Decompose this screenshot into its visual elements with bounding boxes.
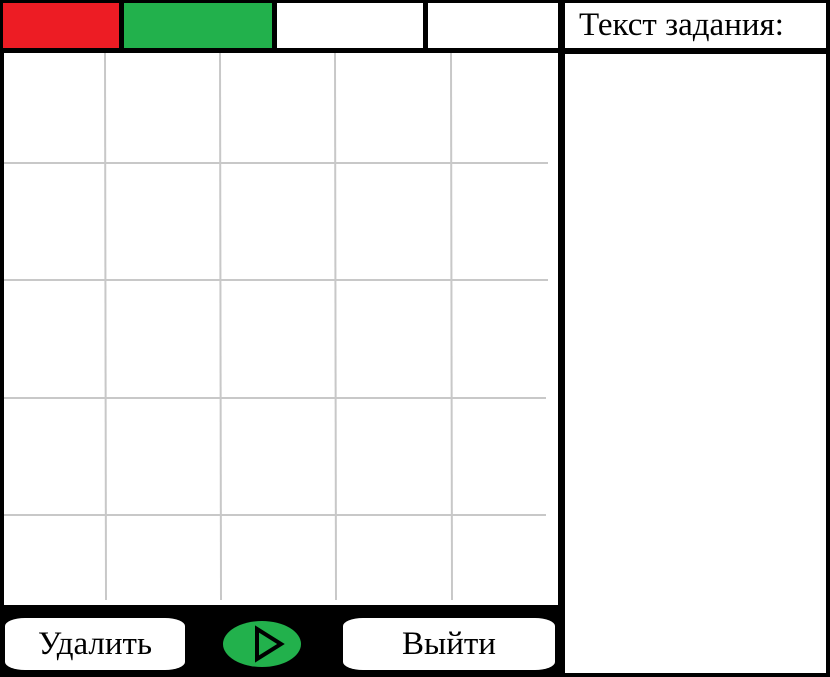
color-tab-green[interactable] xyxy=(124,3,272,48)
grid-line-vertical-3 xyxy=(334,53,337,601)
grid-line-vertical-4 xyxy=(450,53,453,601)
exit-button[interactable]: Выйти xyxy=(343,618,555,670)
color-tab-white-1[interactable] xyxy=(277,3,423,48)
task-text-panel xyxy=(565,54,826,673)
grid-line-vertical-2 xyxy=(219,53,222,601)
grid-line-vertical-1 xyxy=(104,53,107,601)
task-text-header: Текст задания: xyxy=(565,3,826,48)
grid-lines xyxy=(4,53,548,601)
drawing-grid[interactable] xyxy=(4,53,558,605)
color-tab-white-2[interactable] xyxy=(428,3,558,48)
play-icon xyxy=(255,625,285,663)
play-button[interactable] xyxy=(223,621,301,667)
delete-button[interactable]: Удалить xyxy=(5,618,185,670)
color-tab-red[interactable] xyxy=(3,3,119,48)
